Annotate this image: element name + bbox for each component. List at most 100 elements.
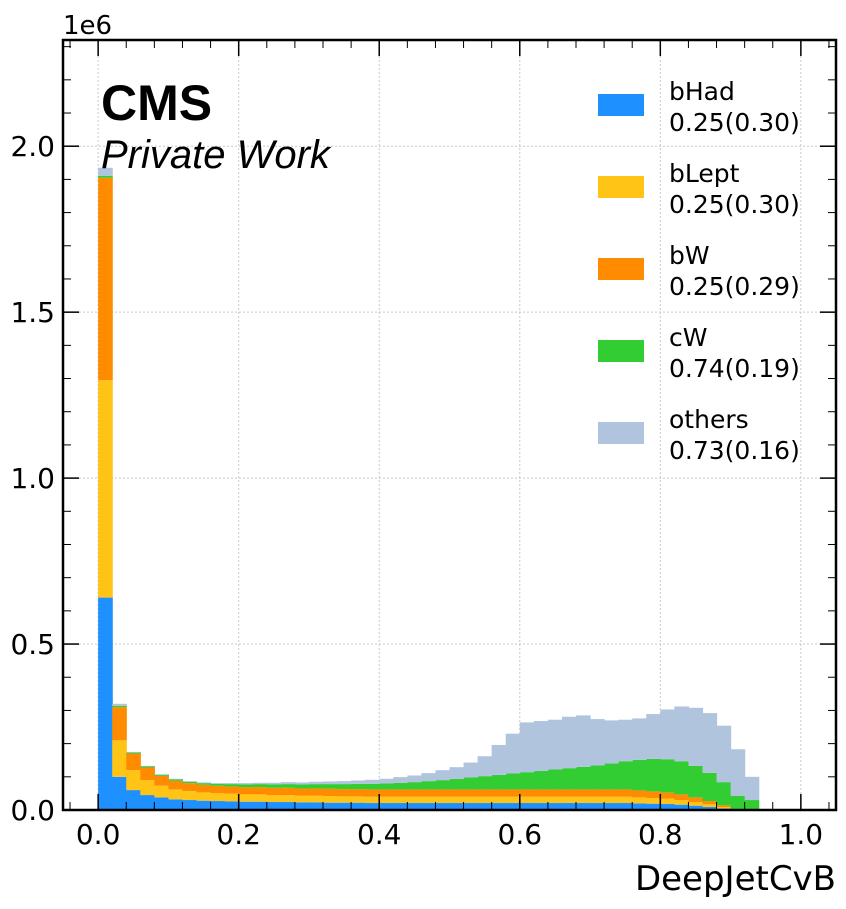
bar-cW-18 <box>351 783 366 790</box>
legend-item-bW: bW0.25(0.29) <box>598 241 800 301</box>
bar-bW-13 <box>280 787 296 796</box>
bar-others-19 <box>365 779 380 784</box>
bar-bW-27 <box>477 789 493 797</box>
bar-bW-42 <box>688 797 704 803</box>
bar-others-16 <box>323 781 338 785</box>
bar-cW-30 <box>519 772 535 790</box>
bar-bLept-41 <box>674 800 690 805</box>
bar-bW-16 <box>323 788 338 797</box>
bar-bLept-5 <box>168 789 184 800</box>
bar-others-18 <box>351 780 366 784</box>
bar-bW-28 <box>491 789 507 797</box>
bar-bHad-4 <box>154 797 170 810</box>
bar-cW-42 <box>688 765 704 798</box>
bar-bHad-7 <box>196 800 212 810</box>
series-cW <box>98 175 760 810</box>
bar-bW-7 <box>196 784 212 793</box>
legend-values-bLept: 0.25(0.30) <box>669 190 800 219</box>
bar-bW-24 <box>435 789 451 797</box>
bar-bLept-21 <box>393 796 408 804</box>
series-others <box>98 167 760 801</box>
bar-bLept-33 <box>561 796 577 804</box>
bar-cW-19 <box>365 783 380 790</box>
bar-cW-6 <box>182 781 198 784</box>
bar-bLept-30 <box>519 796 535 804</box>
bar-bLept-3 <box>140 780 155 796</box>
bar-bHad-29 <box>505 803 521 810</box>
bar-bHad-18 <box>351 802 366 810</box>
bar-others-9 <box>224 783 240 785</box>
bar-bHad-26 <box>463 803 479 810</box>
bar-others-28 <box>491 744 507 775</box>
bar-others-14 <box>294 782 310 785</box>
bar-bW-18 <box>351 789 366 797</box>
axis-tick-labels: 0.0 0.2 0.4 0.6 0.8 1.0 0.0 0.5 1.0 1.5 2.0 <box>10 130 823 851</box>
bar-bLept-14 <box>294 795 310 803</box>
bar-others-3 <box>140 765 155 767</box>
bar-others-15 <box>308 781 324 785</box>
bar-bW-1 <box>112 707 127 741</box>
bar-others-7 <box>196 782 212 784</box>
bar-cW-31 <box>533 770 549 790</box>
bar-bLept-9 <box>224 793 240 802</box>
bar-cW-15 <box>308 784 324 789</box>
bar-cW-5 <box>168 779 184 781</box>
bar-cW-8 <box>210 783 226 786</box>
bar-bHad-2 <box>126 790 141 810</box>
bar-cW-0 <box>98 175 113 178</box>
bar-cW-25 <box>449 778 465 790</box>
bar-bLept-6 <box>182 791 198 801</box>
bar-bHad-23 <box>421 803 437 810</box>
bar-bW-32 <box>547 789 563 797</box>
bar-cW-24 <box>435 780 451 790</box>
bar-others-23 <box>421 773 437 782</box>
legend-swatch-bHad <box>598 94 644 116</box>
bar-bHad-20 <box>379 803 394 810</box>
legend-swatch-cW <box>598 340 644 362</box>
bar-bLept-12 <box>266 795 282 803</box>
bar-others-26 <box>463 762 479 778</box>
bar-cW-12 <box>266 784 282 788</box>
bar-cW-11 <box>252 784 268 788</box>
bar-cW-46 <box>744 800 760 810</box>
bar-bLept-19 <box>365 796 380 804</box>
bar-bW-9 <box>224 786 240 794</box>
bar-cW-22 <box>407 782 422 790</box>
bar-bHad-25 <box>449 803 465 810</box>
bar-others-10 <box>238 783 254 785</box>
bar-bLept-27 <box>477 796 493 804</box>
bar-bLept-13 <box>280 795 296 803</box>
bar-bHad-28 <box>491 803 507 810</box>
experiment-sublabel: Private Work <box>101 133 332 177</box>
bar-cW-41 <box>674 761 690 795</box>
bar-bHad-21 <box>393 803 408 810</box>
bar-cW-39 <box>646 758 661 792</box>
bar-bLept-37 <box>618 796 633 804</box>
bar-cW-20 <box>379 783 394 790</box>
bar-bLept-18 <box>351 796 366 803</box>
bar-bLept-32 <box>547 796 563 804</box>
bar-bHad-30 <box>519 803 535 810</box>
bar-bHad-41 <box>674 804 690 810</box>
bar-bHad-17 <box>337 802 352 810</box>
bar-bLept-23 <box>421 796 437 804</box>
bar-bW-30 <box>519 789 535 797</box>
bar-bLept-40 <box>660 798 675 805</box>
series-bHad <box>98 597 746 810</box>
bar-others-6 <box>182 781 198 782</box>
y-tick-label-0: 0.0 <box>10 794 55 827</box>
legend-name-cW: cW <box>669 323 707 352</box>
bar-bHad-12 <box>266 802 282 810</box>
bar-cW-26 <box>463 777 479 790</box>
bar-others-5 <box>168 778 184 780</box>
bar-bW-20 <box>379 789 394 797</box>
bar-bHad-35 <box>590 803 605 810</box>
bar-bW-2 <box>126 753 141 771</box>
bar-cW-1 <box>112 705 127 708</box>
bar-bLept-2 <box>126 770 141 791</box>
bar-bHad-27 <box>477 803 493 810</box>
bar-cW-13 <box>280 784 296 788</box>
bar-bW-39 <box>646 791 661 799</box>
